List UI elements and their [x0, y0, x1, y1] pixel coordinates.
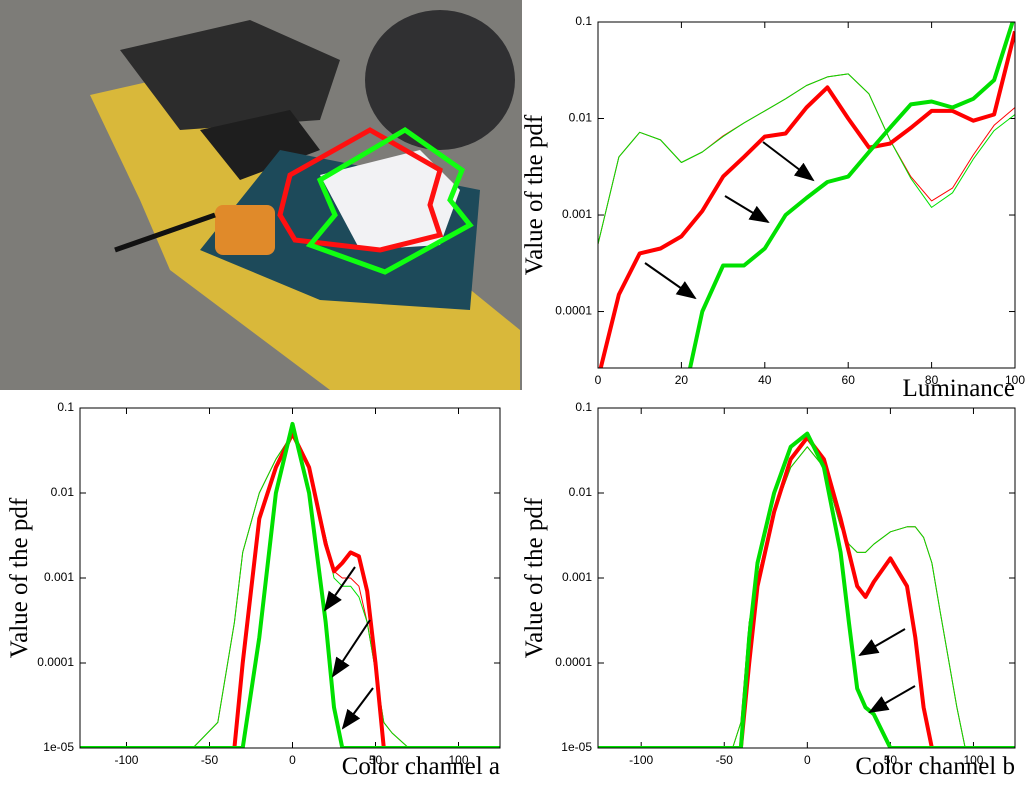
x-tick-label: 100 [448, 753, 468, 767]
x-tick-label: -100 [114, 753, 138, 767]
x-tick-label: 40 [758, 373, 772, 387]
y-tick-label: 0.01 [569, 111, 593, 125]
x-tick-label: 100 [1005, 373, 1025, 387]
x-tick-label: 100 [963, 753, 983, 767]
plot-frame [597, 407, 1016, 749]
y-tick-label: 1e-05 [561, 740, 592, 754]
chart: 1e-05 0.0001 0.001 0.01 0.1 -100 -50 0 50 100Colo… [6, 400, 501, 780]
x-tick-label: 20 [675, 373, 689, 387]
series-line [598, 30, 1015, 368]
x-tick-label: 60 [842, 373, 856, 387]
y-axis-label: Value of the pdf [6, 497, 33, 658]
y-tick-label: 0.0001 [555, 655, 592, 669]
y-tick-label: 0.1 [575, 400, 592, 414]
series-line [598, 446, 1015, 748]
y-tick-label: 0.01 [51, 485, 75, 499]
y-tick-label: 0.0001 [555, 304, 592, 318]
series-line [80, 433, 500, 748]
chart: 1e-05 0.0001 0.001 0.01 0.1 -100 -50 0 50 100Colo… [521, 400, 1016, 780]
photo [0, 0, 522, 390]
x-tick-label: 0 [804, 753, 811, 767]
x-tick-label: 80 [925, 373, 939, 387]
x-axis-label: Color channel a [342, 753, 500, 780]
series-line [598, 446, 1015, 748]
x-tick-label: -50 [201, 753, 219, 767]
series-line [80, 421, 500, 748]
y-tick-label: 1e-05 [43, 740, 74, 754]
series-line [598, 73, 1015, 245]
y-tick-label: 0.001 [562, 570, 592, 584]
series-line [598, 435, 1015, 748]
series-line [598, 431, 1015, 748]
x-axis-label: Color channel b [855, 753, 1015, 780]
y-axis-label: Value of the pdf [521, 497, 548, 658]
plot-frame [79, 407, 501, 749]
x-tick-label: -50 [716, 753, 734, 767]
x-axis-label: Luminance [903, 375, 1015, 402]
y-tick-label: 0.1 [575, 14, 592, 28]
y-tick-label: 0.0001 [37, 655, 74, 669]
x-tick-label: 50 [369, 753, 383, 767]
x-tick-label: 50 [884, 753, 898, 767]
x-tick-label: 0 [595, 373, 602, 387]
x-tick-label: -100 [629, 753, 653, 767]
y-tick-label: 0.01 [569, 485, 593, 499]
y-tick-label: 0.001 [44, 570, 74, 584]
y-tick-label: 0.1 [57, 400, 74, 414]
series-line [688, 22, 1015, 368]
y-tick-label: 0.001 [562, 207, 592, 221]
series-line [80, 431, 500, 748]
series-line [80, 433, 500, 748]
arrows [323, 141, 916, 730]
y-axis-label: Value of the pdf [521, 114, 548, 275]
x-tick-label: 0 [289, 753, 296, 767]
plot-frame [597, 21, 1016, 369]
series-line [598, 73, 1015, 245]
